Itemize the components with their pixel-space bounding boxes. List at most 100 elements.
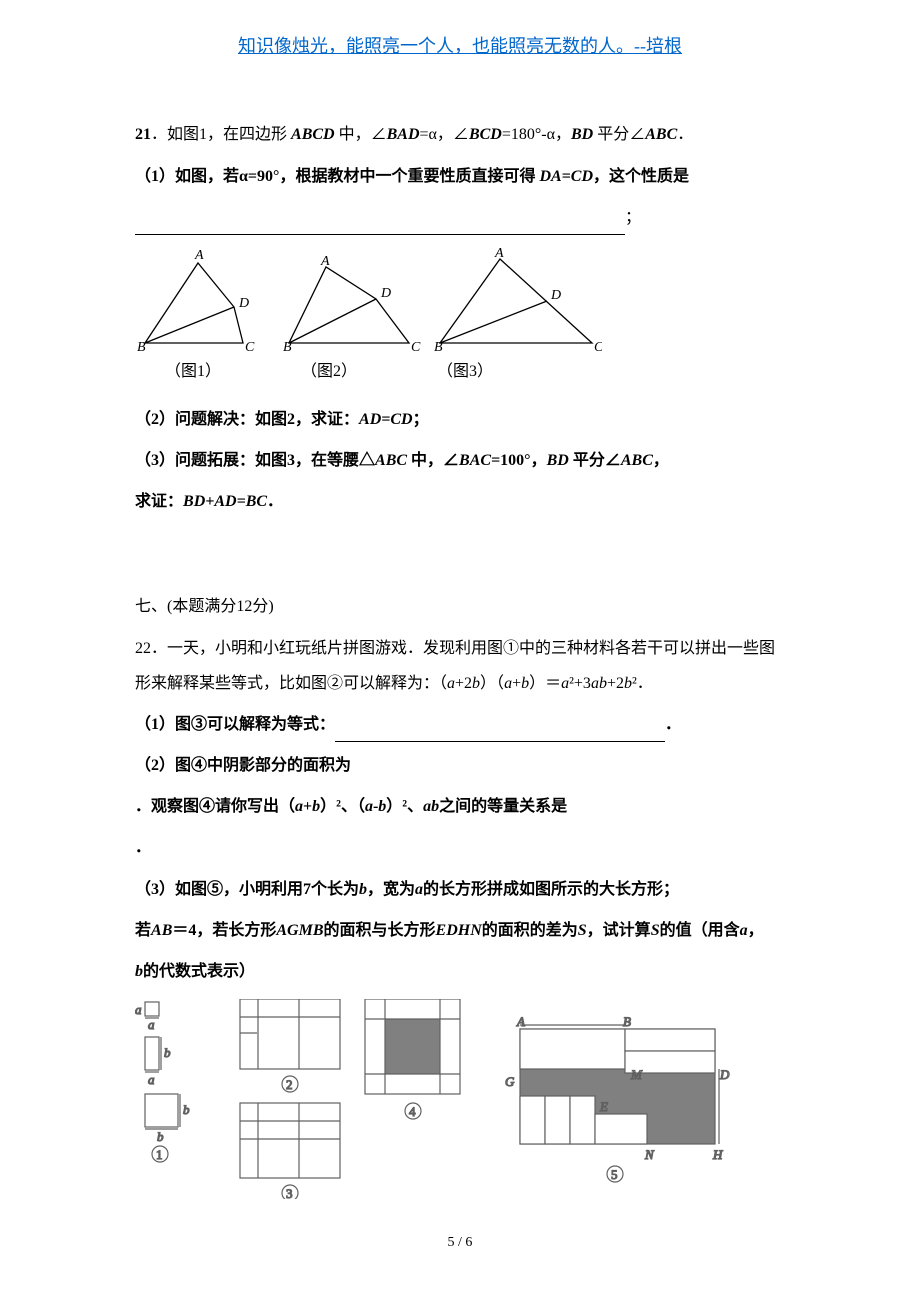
p21-q3-prove: 求证：BD+AD=BC． [135, 484, 785, 519]
svg-text:C: C [245, 340, 255, 353]
header-quote: 知识像烛光，能照亮一个人，也能照亮无数的人。--培根 [135, 30, 785, 62]
t: ． [677, 126, 693, 143]
svg-text:1: 1 [156, 1147, 163, 1162]
svg-text:B: B [623, 1014, 631, 1029]
fig3-label: （图3） [437, 358, 493, 387]
svg-text:D: D [238, 296, 249, 311]
svg-text:A: A [494, 246, 504, 261]
t: 的面积的差为 [482, 922, 578, 939]
t: 求证： [135, 493, 183, 510]
t: a [365, 798, 373, 815]
t: ； [625, 209, 641, 226]
t: 中，∠ [335, 126, 387, 143]
p21-q2: （2）问题解决：如图2，求证：AD=CD； [135, 402, 785, 437]
tile-figures: a a b a b b 1 2 [135, 999, 785, 1210]
figure-2-svg: A B C D [281, 253, 426, 353]
t: （1）图③可以解释为等式： [135, 716, 335, 733]
t: （2）问题解决：如图2，求证： [135, 411, 359, 428]
problem-22: 22．一天，小明和小红玩纸片拼图游戏．发现利用图①中的三种材料各若干可以拼出一些… [135, 631, 785, 1210]
t: a [740, 922, 748, 939]
svg-text:N: N [644, 1147, 655, 1162]
t: ²． [632, 675, 653, 692]
t: ）（ [480, 675, 504, 692]
t: ． [135, 839, 151, 856]
svg-text:A: A [320, 254, 330, 269]
figure-3-svg: A B C D [432, 245, 602, 353]
svg-text:C: C [411, 340, 421, 353]
blank-line [135, 207, 625, 235]
t: ， [748, 922, 764, 939]
t: 之间的等量关系是 [439, 798, 567, 815]
t: 中，∠ [407, 452, 459, 469]
t: BD [571, 126, 593, 143]
t: ABC [645, 126, 677, 143]
t: ）²、 [386, 798, 423, 815]
svg-text:D: D [380, 286, 391, 301]
svg-text:b: b [164, 1045, 171, 1060]
t: ＝4，若长方形 [172, 922, 276, 939]
t: ， [653, 452, 669, 469]
svg-text:a: a [148, 1017, 155, 1032]
t: 若 [135, 922, 151, 939]
p22-q3a: （3）如图⑤，小明利用7个长为b，宽为a的长方形拼成如图所示的大长方形； [135, 872, 785, 907]
svg-text:B: B [137, 340, 146, 353]
p22-q2a: （2）图④中阴影部分的面积为 [135, 748, 785, 783]
p22-q3c: b的代数式表示） [135, 954, 785, 989]
t: 的代数式表示） [143, 963, 255, 980]
p21-intro: 21．如图1，在四边形 ABCD 中，∠BAD=α，∠BCD=180°-α，BD… [135, 117, 785, 152]
p22-q2b: ．观察图④请你写出（a+b）²、（a-b）²、ab之间的等量关系是 [135, 789, 785, 824]
t: BCD [469, 126, 502, 143]
t: +2 [607, 675, 624, 692]
fig1-label: （图1） [165, 358, 221, 387]
p21-blank: ； [135, 200, 785, 235]
t: a [295, 798, 303, 815]
t: DA=CD [539, 168, 593, 185]
fig2-label: （图2） [301, 358, 357, 387]
t: 平分∠ [569, 452, 621, 469]
t: ²+3 [569, 675, 591, 692]
t: ）²、（ [320, 798, 365, 815]
svg-text:b: b [157, 1129, 164, 1144]
t: a [504, 675, 512, 692]
t: BD [547, 452, 569, 469]
t: 平分∠ [593, 126, 645, 143]
t: ．如图1，在四边形 [151, 126, 291, 143]
p22-q2end: ． [135, 830, 785, 865]
t: （2）图④中阴影部分的面积为 [135, 757, 351, 774]
svg-text:C: C [594, 340, 602, 353]
t: =100°， [491, 452, 547, 469]
t: ． [665, 716, 681, 733]
t: AB [151, 922, 172, 939]
t: BD+AD=BC [183, 493, 267, 510]
section-7-head: 七、(本题满分12分) [135, 589, 785, 624]
t: S [651, 922, 660, 939]
t: b [135, 963, 143, 980]
t: a [415, 881, 423, 898]
svg-text:b: b [183, 1102, 190, 1117]
p22-num: 22 [135, 640, 151, 657]
t: EDHN [436, 922, 482, 939]
t: BAC [459, 452, 491, 469]
t: ABC [621, 452, 653, 469]
svg-text:B: B [283, 340, 292, 353]
t: + [512, 675, 521, 692]
figure-1-svg: A B C D [135, 245, 275, 353]
t: 的面积与长方形 [324, 922, 436, 939]
p22-q3b: 若AB＝4，若长方形AGMB的面积与长方形EDHN的面积的差为S，试计算S的值（… [135, 913, 785, 948]
t: BAD [387, 126, 420, 143]
svg-text:M: M [630, 1067, 643, 1082]
t: b [312, 798, 320, 815]
t: ，宽为 [367, 881, 415, 898]
t: ab [423, 798, 439, 815]
svg-text:G: G [505, 1074, 515, 1089]
t: a [561, 675, 569, 692]
t: +2 [455, 675, 472, 692]
svg-text:a: a [135, 1002, 142, 1017]
t: （3）问题拓展：如图3，在等腰△ [135, 452, 375, 469]
svg-text:A: A [516, 1014, 525, 1029]
problem-21: 21．如图1，在四边形 ABCD 中，∠BAD=α，∠BCD=180°-α，BD… [135, 117, 785, 519]
svg-text:H: H [712, 1147, 723, 1162]
svg-text:5: 5 [611, 1167, 618, 1182]
t: ，试计算 [587, 922, 651, 939]
t: ）＝ [529, 675, 561, 692]
